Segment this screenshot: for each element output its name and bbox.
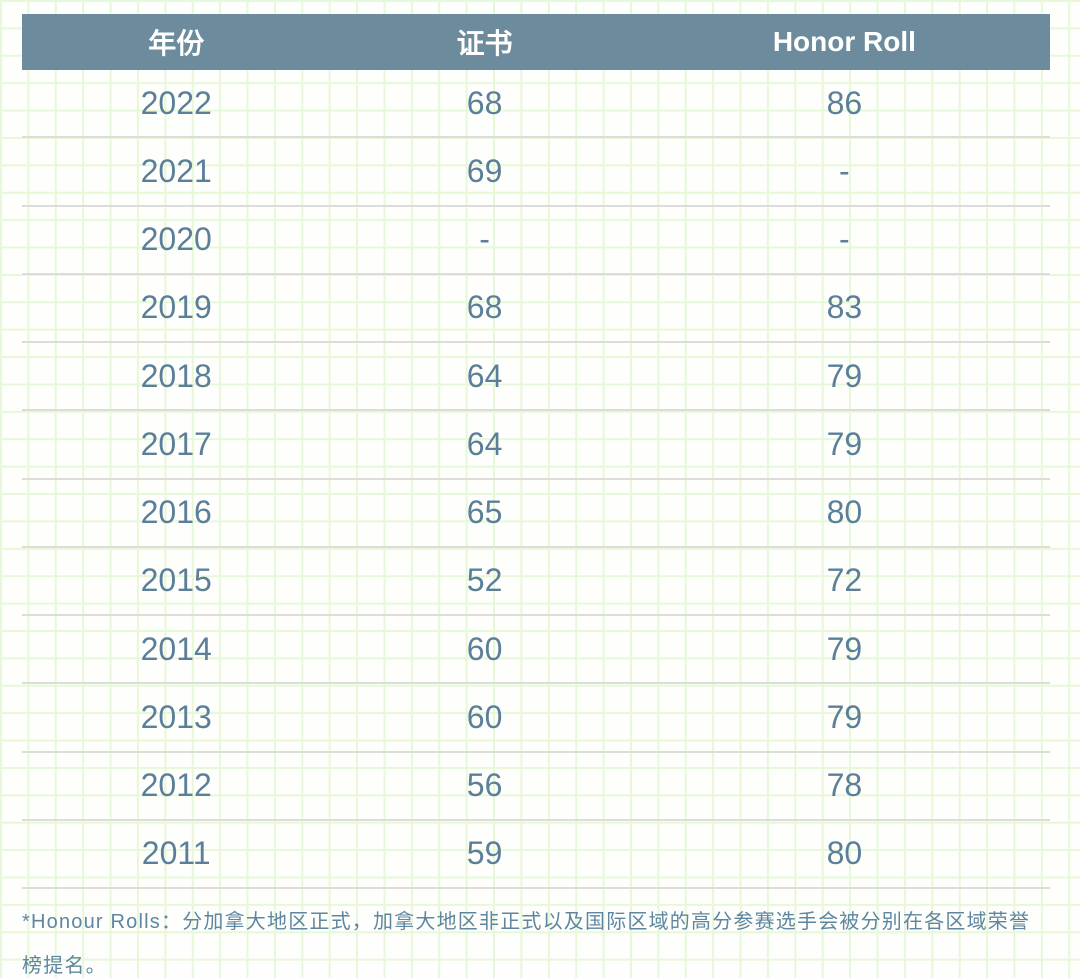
cell-certificate: 69 <box>466 152 503 189</box>
cell-honor-roll: 80 <box>826 494 863 531</box>
cell-year: 2014 <box>140 630 212 667</box>
results-table: 年份 证书 Honor Roll 2022 68 86 2021 69 - 20… <box>22 14 1050 978</box>
cell-honor-roll: 79 <box>826 425 863 462</box>
cell-certificate: - <box>479 221 490 258</box>
table-row: 2017 64 79 <box>22 411 1050 480</box>
cell-certificate: 60 <box>466 698 503 735</box>
cell-honor-roll: 78 <box>826 767 863 804</box>
cell-certificate: 59 <box>466 835 503 872</box>
cell-year: 2021 <box>140 152 212 189</box>
cell-certificate: 64 <box>466 357 503 394</box>
cell-year: 2019 <box>140 289 212 326</box>
table-row: 2020 - - <box>22 207 1050 275</box>
table-row: 2016 65 80 <box>22 480 1050 548</box>
cell-certificate: 65 <box>466 494 503 531</box>
table-row: 2022 68 86 <box>22 70 1050 139</box>
table-row: 2011 59 80 <box>22 821 1050 889</box>
table-row: 2015 52 72 <box>22 548 1050 616</box>
table-row: 2021 69 - <box>22 138 1050 207</box>
cell-honor-roll: 72 <box>826 562 863 599</box>
table-row: 2018 64 79 <box>22 343 1050 412</box>
cell-year: 2013 <box>140 698 212 735</box>
cell-honor-roll: 86 <box>826 84 863 121</box>
cell-certificate: 68 <box>466 84 503 121</box>
footnote: *Honour Rolls：分加拿大地区正式，加拿大地区非正式以及国际区域的高分… <box>22 911 1031 977</box>
cell-year: 2018 <box>140 357 212 394</box>
cell-honor-roll: - <box>839 152 850 189</box>
table-row: 2014 60 79 <box>22 616 1050 685</box>
table-row: 2012 56 78 <box>22 753 1050 821</box>
cell-honor-roll: 79 <box>826 698 863 735</box>
cell-certificate: 52 <box>466 562 503 599</box>
cell-year: 2022 <box>140 84 212 121</box>
cell-year: 2012 <box>140 767 212 804</box>
table-body: 2022 68 86 2021 69 - 2020 - - 2019 68 83 <box>22 70 1050 889</box>
table-row: 2013 60 79 <box>22 684 1050 753</box>
column-header-certificate: 证书 <box>456 28 513 59</box>
cell-certificate: 64 <box>466 425 503 462</box>
table-row: 2019 68 83 <box>22 275 1050 343</box>
cell-certificate: 60 <box>466 630 503 667</box>
column-header-honor-roll: Honor Roll <box>772 26 916 57</box>
table-header-row: 年份 证书 Honor Roll <box>22 14 1050 70</box>
cell-certificate: 56 <box>466 767 503 804</box>
cell-year: 2011 <box>141 835 211 872</box>
cell-year: 2015 <box>140 562 212 599</box>
cell-certificate: 68 <box>466 289 503 326</box>
cell-year: 2017 <box>140 425 212 462</box>
cell-honor-roll: 83 <box>826 289 863 326</box>
cell-honor-roll: 79 <box>826 630 863 667</box>
cell-honor-roll: 79 <box>826 357 863 394</box>
column-header-year: 年份 <box>148 28 205 59</box>
cell-year: 2016 <box>140 494 212 531</box>
cell-year: 2020 <box>140 221 212 258</box>
cell-honor-roll: - <box>839 221 850 258</box>
cell-honor-roll: 80 <box>826 835 863 872</box>
